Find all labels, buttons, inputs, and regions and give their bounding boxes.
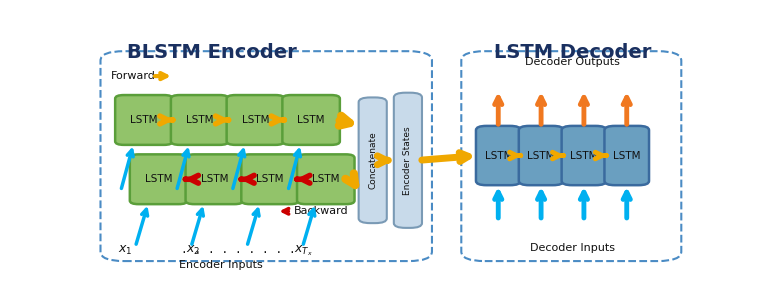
Text: LSTM: LSTM	[570, 151, 598, 160]
Text: Concatenate: Concatenate	[368, 132, 377, 189]
Text: LSTM: LSTM	[130, 115, 157, 125]
Text: Encoder Inputs: Encoder Inputs	[179, 260, 263, 270]
Text: LSTM: LSTM	[186, 115, 213, 125]
Text: $x_{T_x}$: $x_{T_x}$	[294, 243, 313, 258]
Text: LSTM: LSTM	[613, 151, 640, 160]
Text: Decoder Inputs: Decoder Inputs	[530, 243, 615, 253]
Text: $x_2$: $x_2$	[185, 244, 200, 257]
FancyBboxPatch shape	[115, 95, 173, 145]
FancyBboxPatch shape	[394, 93, 422, 228]
FancyBboxPatch shape	[476, 126, 521, 185]
FancyBboxPatch shape	[562, 126, 606, 185]
Text: $x_1$: $x_1$	[118, 244, 132, 257]
FancyBboxPatch shape	[297, 154, 354, 204]
Text: LSTM: LSTM	[257, 174, 284, 184]
Text: LSTM: LSTM	[528, 151, 555, 160]
Text: BLSTM Encoder: BLSTM Encoder	[127, 43, 297, 62]
Text: Backward: Backward	[294, 206, 349, 216]
Text: LSTM: LSTM	[201, 174, 228, 184]
FancyBboxPatch shape	[282, 95, 340, 145]
Text: . . . . . . . . .: . . . . . . . . .	[181, 245, 296, 255]
FancyBboxPatch shape	[241, 154, 299, 204]
Text: Decoder Outputs: Decoder Outputs	[525, 57, 620, 67]
FancyBboxPatch shape	[130, 154, 187, 204]
FancyBboxPatch shape	[171, 95, 229, 145]
FancyBboxPatch shape	[185, 154, 243, 204]
Text: LSTM: LSTM	[312, 174, 340, 184]
Text: LSTM: LSTM	[484, 151, 512, 160]
Text: Forward: Forward	[111, 71, 156, 81]
Text: LSTM: LSTM	[145, 174, 173, 184]
FancyBboxPatch shape	[226, 95, 284, 145]
Text: Encoder States: Encoder States	[403, 126, 413, 195]
FancyBboxPatch shape	[604, 126, 649, 185]
FancyBboxPatch shape	[359, 97, 387, 223]
Text: LSTM Decoder: LSTM Decoder	[494, 43, 652, 62]
FancyBboxPatch shape	[519, 126, 563, 185]
Text: LSTM: LSTM	[241, 115, 269, 125]
Text: LSTM: LSTM	[298, 115, 325, 125]
